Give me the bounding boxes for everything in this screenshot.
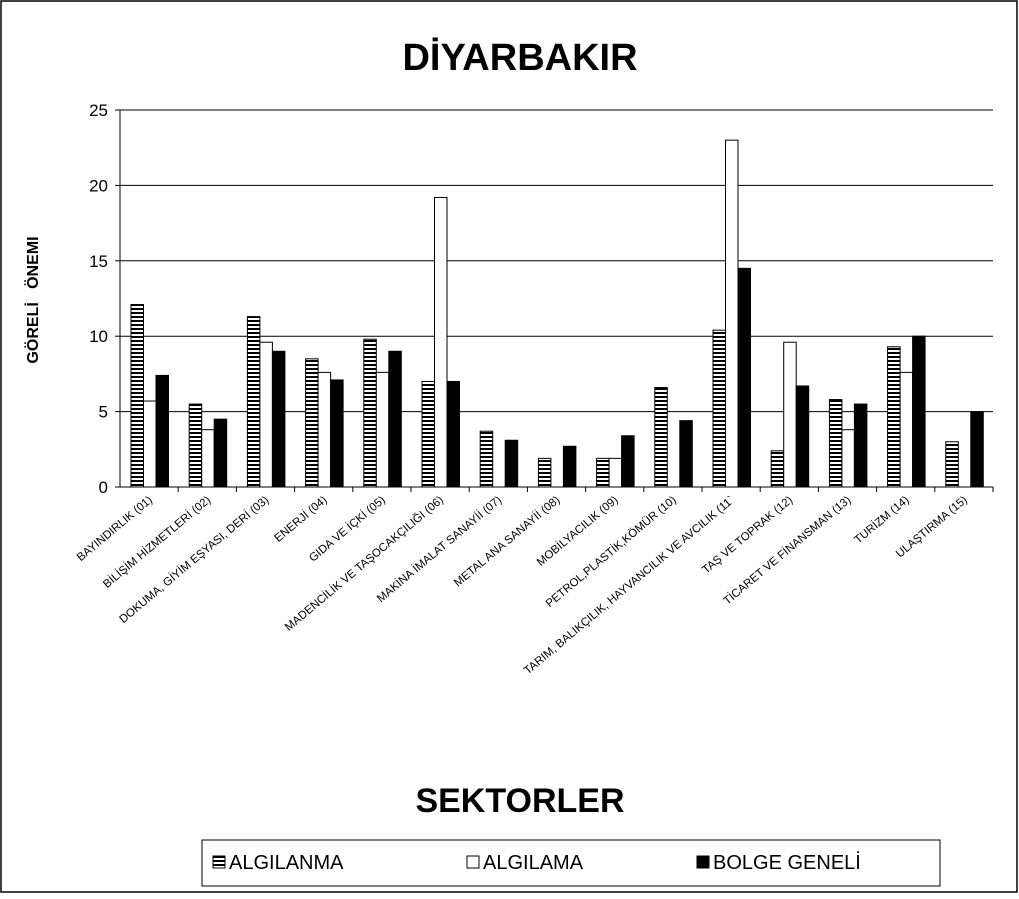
bar xyxy=(434,196,448,488)
legend-box xyxy=(201,839,941,887)
bar xyxy=(679,420,693,488)
bar xyxy=(795,385,810,488)
x-axis-label: SEKTORLER xyxy=(415,782,624,820)
bar xyxy=(654,386,668,488)
bar xyxy=(912,335,926,488)
legend-label: ALGILAMA xyxy=(483,852,584,874)
bar xyxy=(130,304,144,488)
bar xyxy=(621,435,635,488)
bar xyxy=(725,139,739,488)
y-tick-label: 0 xyxy=(99,478,108,497)
bar xyxy=(737,267,751,488)
legend-label: ALGILANMA xyxy=(229,852,344,874)
bar xyxy=(201,429,215,488)
bar xyxy=(317,371,332,488)
bar xyxy=(562,445,577,488)
bar xyxy=(259,341,273,488)
legend-label: BOLGE GENELİ xyxy=(713,851,861,874)
y-tick-label: 25 xyxy=(89,101,108,120)
legend-marker xyxy=(696,855,710,869)
chart-title: DİYARBAKIR xyxy=(402,37,637,79)
y-axis-label: GÖRELİ ÖNEMI xyxy=(23,236,42,363)
bar xyxy=(421,380,435,488)
bar xyxy=(446,380,460,488)
bar xyxy=(783,341,797,488)
bar xyxy=(363,338,377,488)
bar xyxy=(608,457,623,488)
bar xyxy=(246,316,261,488)
bar xyxy=(887,346,901,488)
bar xyxy=(479,430,494,488)
bar xyxy=(899,371,914,488)
bar xyxy=(770,450,785,488)
bar xyxy=(853,403,868,488)
bar xyxy=(271,350,286,488)
bar xyxy=(504,439,519,488)
bar xyxy=(388,350,402,488)
legend-marker xyxy=(466,855,480,869)
y-tick-label: 15 xyxy=(89,252,108,271)
bar xyxy=(155,374,169,488)
legend-marker xyxy=(212,855,226,869)
bar xyxy=(143,400,157,488)
bar xyxy=(712,329,726,488)
bar xyxy=(828,399,843,488)
bar xyxy=(305,358,319,488)
bar xyxy=(188,403,203,488)
bar xyxy=(213,418,228,488)
bar xyxy=(945,441,959,488)
bar xyxy=(330,379,344,488)
y-tick-label: 10 xyxy=(89,327,108,346)
y-tick-label: 5 xyxy=(99,403,108,422)
bar xyxy=(970,411,984,488)
bar xyxy=(537,457,552,488)
y-tick-label: 20 xyxy=(89,176,108,195)
bar xyxy=(375,371,390,488)
bar xyxy=(841,429,855,488)
bar xyxy=(596,457,610,488)
